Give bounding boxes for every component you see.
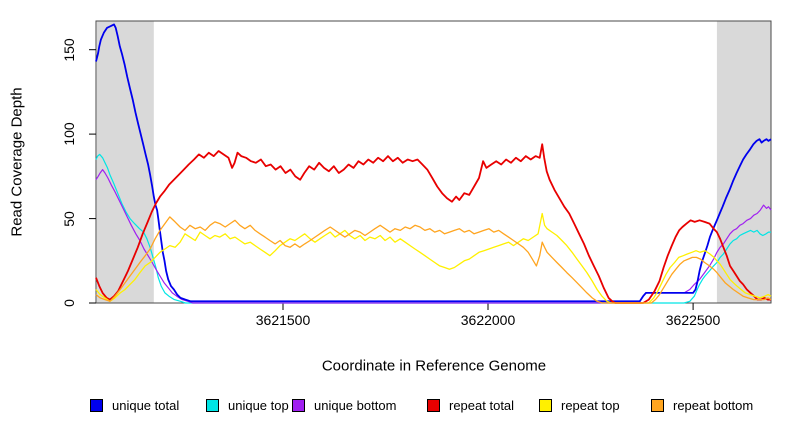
x-tick-label: 3621500 xyxy=(255,312,311,328)
y-tick-label: 0 xyxy=(61,299,77,307)
series-line-repeat-top xyxy=(95,212,772,304)
x-tick-label: 3622000 xyxy=(460,312,516,328)
legend-item-repeat-top: repeat top xyxy=(539,398,620,413)
shaded-region-0 xyxy=(96,21,154,303)
series-line-unique-top xyxy=(95,153,771,304)
legend-label: repeat top xyxy=(561,398,620,413)
legend-label: repeat total xyxy=(449,398,515,413)
series-line-repeat-total xyxy=(95,143,771,304)
legend-swatch xyxy=(539,399,552,412)
legend-item-unique-top: unique top xyxy=(206,398,289,413)
plot-box xyxy=(95,20,772,304)
legend-item-repeat-bottom: repeat bottom xyxy=(651,398,753,413)
legend-label: repeat bottom xyxy=(673,398,754,413)
x-axis-title: Coordinate in Reference Genome xyxy=(321,357,547,375)
legend-item-unique-bottom: unique bottom xyxy=(292,398,396,413)
legend-item-repeat-total: repeat total xyxy=(427,398,514,413)
legend-swatch xyxy=(206,399,219,412)
x-tick-label: 3622500 xyxy=(665,312,721,328)
shaded-region-1 xyxy=(716,21,771,303)
y-axis-title: Read Coverage Depth xyxy=(8,87,26,237)
series-line-unique-total xyxy=(95,23,772,303)
legend-label: unique bottom xyxy=(314,398,397,413)
y-tick-label: 50 xyxy=(61,211,77,227)
legend-swatch xyxy=(651,399,664,412)
series-line-repeat-bottom xyxy=(95,216,772,304)
y-tick-label: 100 xyxy=(61,122,77,146)
y-tick-label: 150 xyxy=(61,38,77,62)
legend-swatch xyxy=(90,399,103,412)
legend-label: unique total xyxy=(112,398,180,413)
legend-label: unique top xyxy=(228,398,289,413)
legend-swatch xyxy=(292,399,305,412)
legend-item-unique-total: unique total xyxy=(90,398,179,413)
legend-swatch xyxy=(427,399,440,412)
